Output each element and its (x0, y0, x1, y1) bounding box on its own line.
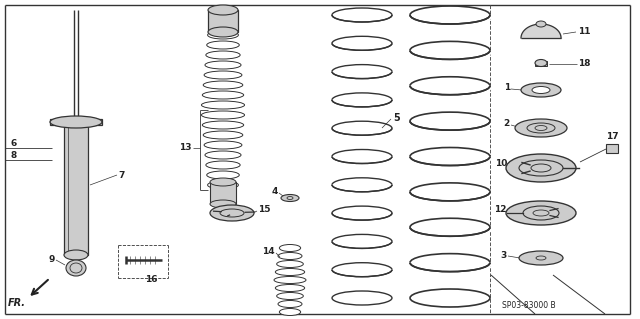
Ellipse shape (204, 141, 242, 149)
Ellipse shape (274, 277, 306, 284)
Ellipse shape (279, 308, 301, 315)
Bar (208, 10, 238, 32)
Text: FR.: FR. (8, 298, 26, 308)
Ellipse shape (536, 21, 546, 27)
Bar (210, 182, 236, 204)
Ellipse shape (207, 41, 239, 49)
Bar (50, 119, 102, 125)
Ellipse shape (527, 123, 555, 133)
Ellipse shape (207, 171, 239, 179)
Bar (64, 125, 88, 255)
Text: 5: 5 (393, 113, 400, 123)
Ellipse shape (519, 251, 563, 265)
Text: SP03-83000 B: SP03-83000 B (502, 301, 556, 310)
Text: 1: 1 (504, 84, 510, 93)
Ellipse shape (535, 125, 547, 130)
Ellipse shape (533, 210, 549, 216)
Ellipse shape (519, 160, 563, 176)
Text: 9: 9 (49, 256, 55, 264)
Text: 17: 17 (606, 132, 619, 141)
Text: 2: 2 (504, 120, 510, 129)
Text: 18: 18 (578, 60, 591, 69)
Ellipse shape (202, 121, 244, 129)
Ellipse shape (208, 27, 238, 37)
Ellipse shape (532, 86, 550, 93)
Ellipse shape (206, 161, 240, 169)
Ellipse shape (66, 260, 86, 276)
Ellipse shape (207, 181, 239, 189)
Ellipse shape (50, 116, 102, 128)
Ellipse shape (205, 151, 241, 159)
Ellipse shape (70, 263, 82, 273)
Ellipse shape (275, 285, 305, 292)
Ellipse shape (536, 256, 546, 260)
Text: 10: 10 (495, 159, 507, 167)
Ellipse shape (506, 154, 576, 182)
Text: 8: 8 (11, 152, 17, 160)
Ellipse shape (202, 111, 244, 119)
Text: 3: 3 (500, 250, 507, 259)
Ellipse shape (521, 83, 561, 97)
Ellipse shape (531, 164, 551, 172)
Ellipse shape (535, 60, 547, 66)
Text: 14: 14 (262, 248, 275, 256)
Text: 13: 13 (179, 144, 192, 152)
Ellipse shape (278, 300, 302, 308)
Text: 7: 7 (118, 170, 124, 180)
Ellipse shape (204, 131, 243, 139)
Ellipse shape (287, 197, 293, 199)
Ellipse shape (207, 31, 239, 39)
Bar (606, 144, 618, 153)
Text: 12: 12 (495, 205, 507, 214)
Ellipse shape (202, 91, 244, 99)
Ellipse shape (275, 269, 305, 276)
Ellipse shape (208, 5, 238, 15)
Ellipse shape (278, 253, 302, 259)
Ellipse shape (220, 209, 244, 217)
Text: 11: 11 (578, 27, 591, 36)
Text: 6: 6 (11, 139, 17, 149)
Ellipse shape (523, 206, 559, 220)
Bar (535, 61, 547, 66)
Ellipse shape (204, 71, 242, 79)
Ellipse shape (206, 51, 240, 59)
Ellipse shape (281, 195, 299, 202)
Ellipse shape (64, 250, 88, 260)
Text: 16: 16 (145, 275, 158, 284)
Text: 15: 15 (258, 205, 271, 214)
Text: 4: 4 (271, 188, 278, 197)
Ellipse shape (276, 293, 303, 300)
Ellipse shape (276, 261, 303, 268)
Ellipse shape (279, 244, 301, 251)
Ellipse shape (204, 81, 243, 89)
Ellipse shape (515, 119, 567, 137)
Ellipse shape (210, 205, 254, 221)
Ellipse shape (506, 201, 576, 225)
Ellipse shape (205, 61, 241, 69)
Ellipse shape (202, 101, 244, 109)
Ellipse shape (210, 200, 236, 208)
Ellipse shape (210, 178, 236, 186)
